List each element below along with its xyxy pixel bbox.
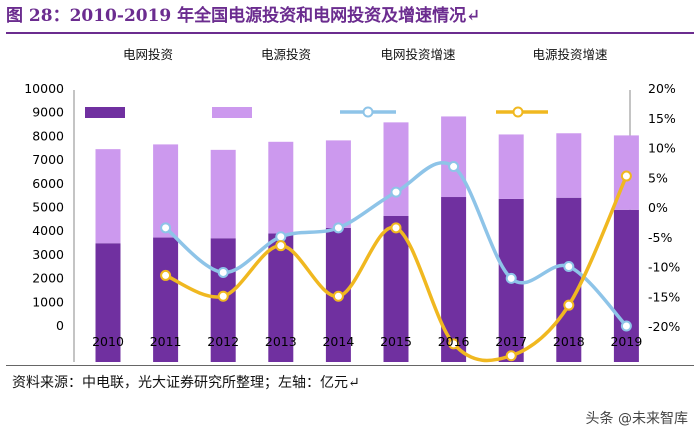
- grid-investment-bar: [95, 243, 121, 362]
- source-divider: [6, 365, 694, 366]
- x-tick-label: 2015: [380, 334, 412, 349]
- right-tick-label: -15%: [648, 289, 680, 304]
- power-investment-bar: [556, 133, 582, 198]
- legend: 电网投资 电源投资 电网投资增速 电源投资增速: [85, 47, 608, 118]
- x-tick-label: 2010: [92, 334, 124, 349]
- power-growth-point: [620, 170, 632, 182]
- x-tick-label: 2012: [207, 334, 239, 349]
- right-tick-label: -5%: [648, 230, 672, 245]
- grid-investment-bar: [613, 209, 639, 362]
- left-tick-label: 0: [56, 318, 64, 333]
- power-growth-point: [217, 290, 229, 302]
- right-tick-label: -10%: [648, 260, 680, 275]
- power-investment-bar: [153, 144, 179, 238]
- legend-grid-growth-marker: [362, 106, 374, 118]
- grid-investment-bar: [383, 215, 409, 362]
- right-tick-label: 10%: [648, 141, 676, 156]
- power-investment-bar: [325, 140, 351, 228]
- power-investment-bar: [383, 122, 409, 216]
- left-axis: 0 1000 2000 3000 4000 5000 6000 7000 8000 9000 100…: [24, 81, 75, 362]
- power-investment-bar: [498, 134, 524, 199]
- x-tick-label: 2017: [495, 334, 527, 349]
- x-tick-label: 2014: [322, 334, 354, 349]
- grid-investment-bar: [556, 197, 582, 362]
- grid-growth-line: [164, 160, 628, 328]
- grid-growth-point: [390, 186, 402, 198]
- right-tick-label: 15%: [648, 111, 676, 126]
- grid-growth-point: [505, 272, 517, 284]
- x-tick-label: 2019: [610, 334, 642, 349]
- grid-growth-point: [563, 261, 575, 272]
- left-tick-label: 2000: [32, 271, 64, 286]
- x-tick-label: 2011: [150, 334, 182, 349]
- power-growth-point: [332, 290, 344, 302]
- right-tick-label: -20%: [648, 319, 680, 334]
- left-tick-label: 4000: [32, 223, 64, 238]
- left-tick-label: 3000: [32, 247, 64, 262]
- grid-growth-point: [217, 266, 229, 278]
- left-tick-label: 1000: [32, 294, 64, 309]
- right-tick-label: 5%: [648, 170, 668, 185]
- power-growth-point: [275, 240, 287, 252]
- power-investment-bar: [268, 141, 294, 234]
- figure-title: 图 28：2010-2019 年全国电源投资和电网投资及增速情况↵: [6, 6, 481, 26]
- legend-label: 电网投资增速: [380, 47, 456, 62]
- left-tick-label: 8000: [32, 128, 64, 143]
- legend-grid-swatch: [85, 107, 125, 118]
- grid-growth-point: [332, 222, 344, 234]
- x-axis-labels: 2010 2011 2012 2013 2014 2015 2016 2017 2018 2019: [92, 334, 642, 349]
- power-growth-point: [160, 269, 172, 281]
- legend-label: 电网投资: [123, 47, 173, 62]
- watermark: 头条 @未来智库: [585, 411, 688, 427]
- left-tick-label: 9000: [32, 105, 64, 120]
- legend-power-growth-marker: [512, 106, 524, 118]
- legend-label: 电源投资: [261, 47, 311, 62]
- right-tick-label: 0%: [648, 200, 668, 215]
- title-divider: [6, 32, 694, 34]
- left-tick-label: 10000: [24, 81, 64, 96]
- left-tick-label: 5000: [32, 200, 64, 215]
- source-note: 资料来源：中电联，光大证券研究所整理；左轴：亿元↵: [12, 375, 360, 391]
- grid-growth-point: [275, 231, 287, 243]
- grid-growth-point: [448, 161, 460, 173]
- power-investment-bar: [441, 116, 467, 198]
- grid-growth-point: [160, 222, 172, 234]
- grid-investment-bar: [153, 237, 179, 362]
- grid-growth-point: [620, 320, 632, 332]
- bars: [95, 116, 639, 362]
- lines: [160, 160, 632, 363]
- legend-label: 电源投资增速: [532, 47, 608, 62]
- right-tick-label: 20%: [648, 81, 676, 96]
- left-tick-label: 6000: [32, 176, 64, 191]
- grid-investment-bar: [268, 233, 294, 362]
- power-growth-point: [563, 299, 575, 311]
- legend-power-swatch: [212, 107, 252, 118]
- x-tick-label: 2016: [438, 334, 470, 349]
- x-tick-label: 2013: [265, 334, 297, 349]
- power-investment-bar: [95, 149, 121, 244]
- power-growth-point: [390, 222, 402, 234]
- power-growth-point: [505, 350, 517, 362]
- power-investment-bar: [210, 149, 236, 239]
- x-tick-label: 2018: [553, 334, 585, 349]
- left-tick-label: 7000: [32, 152, 64, 167]
- power-growth-point: [448, 338, 460, 350]
